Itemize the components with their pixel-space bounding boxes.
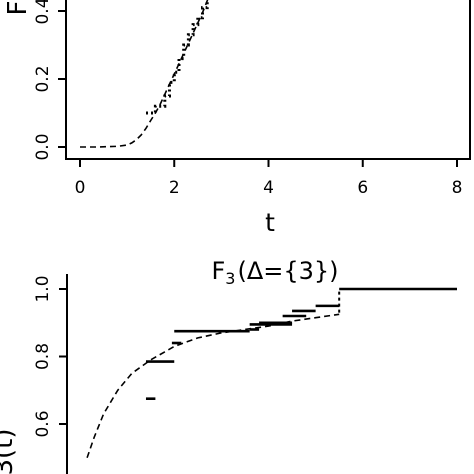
title-subscript: 3 xyxy=(225,269,235,288)
bottom-plot: F3(Δ={3}) 0.6 0.8 1.0 3(t) xyxy=(0,257,457,474)
bottom-y-tick-label: 1.0 xyxy=(33,275,53,302)
top-plot-y-axis: 0.0 0.2 0.4 xyxy=(33,0,66,161)
top-plot-series xyxy=(80,0,209,148)
top-dashed-curve xyxy=(80,0,209,148)
top-y-tick-label: 0.2 xyxy=(33,65,53,92)
top-plot-x-axis: 0 2 4 6 8 xyxy=(75,159,463,198)
bottom-plot-series xyxy=(86,287,457,459)
title-main: F xyxy=(211,257,225,285)
top-y-tick-label: 0.4 xyxy=(33,0,53,25)
top-plot-y-label: F xyxy=(3,1,33,16)
bottom-plot-y-label: 3(t) xyxy=(0,428,19,474)
top-x-tick-label: 2 xyxy=(169,178,180,198)
bottom-y-tick-label: 0.8 xyxy=(33,343,53,370)
top-plot-x-label: t xyxy=(265,208,275,237)
bottom-y-tick-label: 0.6 xyxy=(33,410,53,437)
top-x-tick-label: 8 xyxy=(452,178,463,198)
top-dotted-step xyxy=(146,0,209,115)
top-plot: 0 2 4 6 8 0.0 0.2 0.4 t F xyxy=(3,0,471,237)
top-y-tick-label: 0.0 xyxy=(33,133,53,160)
bottom-plot-title: F3(Δ={3}) xyxy=(211,257,338,288)
top-x-tick-label: 0 xyxy=(75,178,86,198)
top-x-tick-label: 6 xyxy=(357,178,368,198)
title-rest: (Δ={3}) xyxy=(237,257,338,285)
bottom-dashed-curve xyxy=(86,313,340,459)
top-plot-frame xyxy=(65,0,471,160)
top-x-tick-label: 4 xyxy=(263,178,274,198)
bottom-plot-y-axis: 0.6 0.8 1.0 xyxy=(33,275,67,438)
